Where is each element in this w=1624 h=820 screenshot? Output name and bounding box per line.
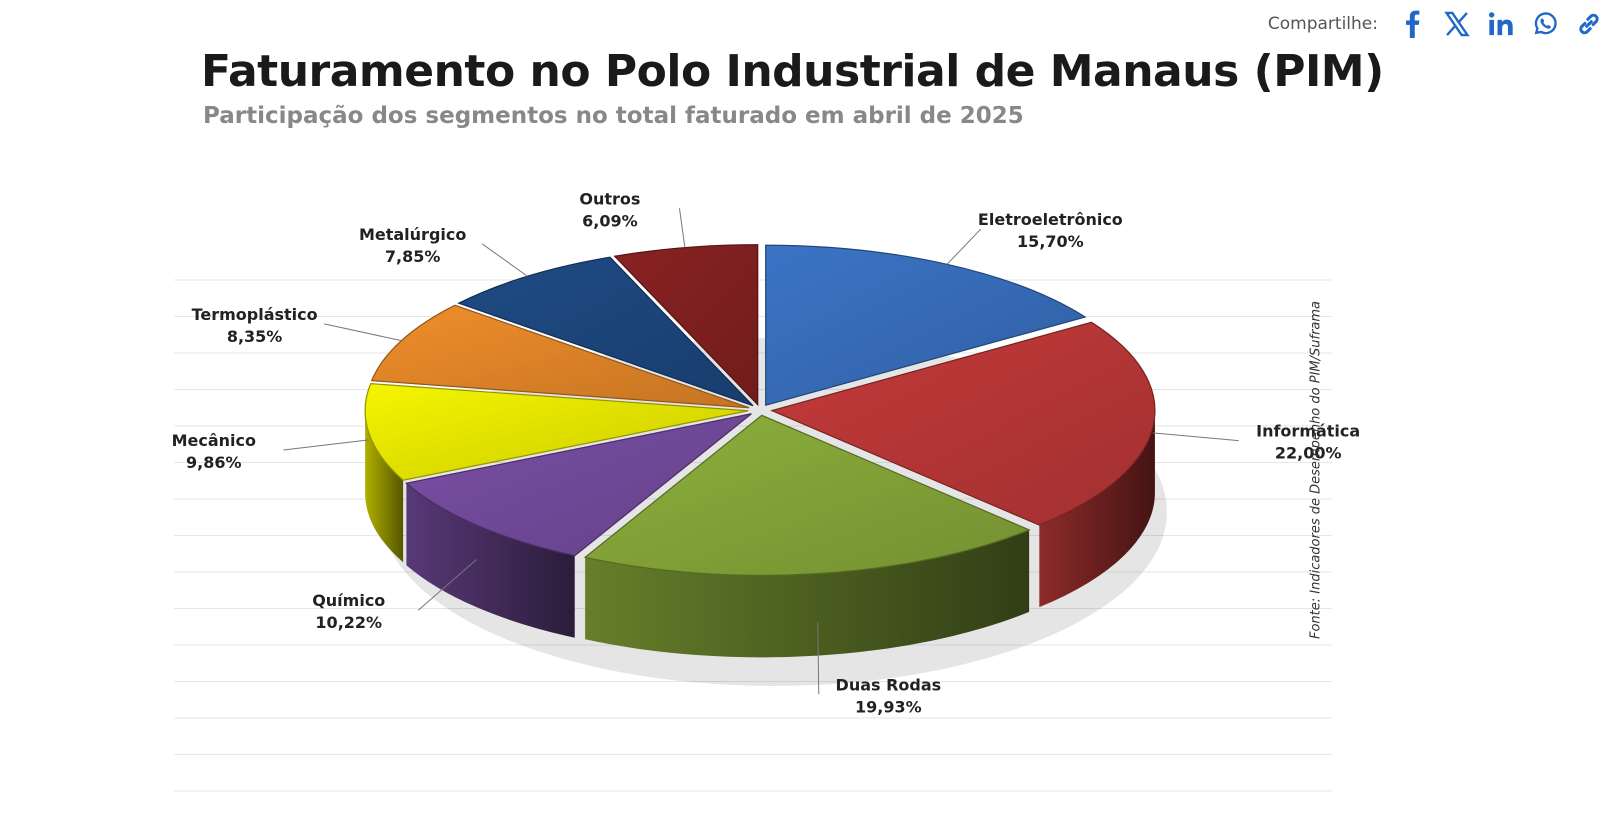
pie-slice-informatica[interactable] xyxy=(770,321,1156,526)
pie-slice-mecanico[interactable] xyxy=(364,383,749,481)
share-label: Compartilhe: xyxy=(1267,14,1378,34)
share-bar: Compartilhe: xyxy=(1268,6,1604,42)
slice-label-name: Eletroeletrônico xyxy=(978,210,1123,229)
pie-slice-quimico[interactable] xyxy=(405,413,752,557)
pie-slice-duas-rodas[interactable] xyxy=(583,414,1031,576)
slice-label-name: Informática xyxy=(1256,422,1360,441)
slice-label-value: 10,22% xyxy=(315,613,382,632)
slice-label-name: Metalúrgico xyxy=(359,225,466,244)
leader-line-quimico xyxy=(418,559,477,611)
slice-label-name: Mecânico xyxy=(172,431,256,450)
pie-side-mecanico xyxy=(365,410,404,563)
source-note: Fonte: Indicadores de Desempenho do PIM/… xyxy=(1308,300,1324,640)
leader-line-mecanico xyxy=(283,439,369,451)
slice-label-value: 19,93% xyxy=(855,697,922,716)
leader-line-termoplastico xyxy=(324,323,402,342)
chart-title: Faturamento no Polo Industrial de Manaus… xyxy=(201,46,1384,97)
facebook-icon[interactable] xyxy=(1398,9,1428,39)
leader-line-duas-rodas xyxy=(817,622,820,695)
x-icon[interactable] xyxy=(1442,9,1472,39)
slice-label-value: 8,35% xyxy=(227,327,283,346)
slice-labels: Eletroeletrônico 15,70% Informática 22,00% D… xyxy=(172,189,1361,716)
pie-slice-outros[interactable] xyxy=(613,244,759,407)
slice-label-name: Duas Rodas xyxy=(836,675,942,694)
leader-line-metalurgico xyxy=(481,243,528,277)
slice-label-value: 9,86% xyxy=(186,453,242,472)
slice-label-value: 22,00% xyxy=(1275,444,1342,463)
pie-slices xyxy=(364,244,1156,576)
leader-line-outros xyxy=(678,208,686,248)
pie-side-informatica xyxy=(1039,410,1155,608)
link-icon[interactable] xyxy=(1574,9,1604,39)
slice-label-value: 15,70% xyxy=(1017,232,1084,251)
leader-line-informatica xyxy=(1152,432,1239,442)
slice-label-name: Termoplástico xyxy=(192,305,318,324)
leader-line-eletroeletronico xyxy=(946,228,982,265)
whatsapp-icon[interactable] xyxy=(1530,9,1560,39)
pie-slice-termoplastico[interactable] xyxy=(370,304,750,409)
pie-side-quimico xyxy=(406,483,575,638)
linkedin-icon[interactable] xyxy=(1486,9,1516,39)
slice-label-value: 7,85% xyxy=(385,247,441,266)
slice-label-name: Outros xyxy=(579,189,640,208)
slice-label-name: Químico xyxy=(312,591,385,610)
slice-label-value: 6,09% xyxy=(582,211,638,230)
chart-subtitle: Participação dos segmentos no total fatu… xyxy=(203,103,1024,129)
pie-slice-eletroeletronico[interactable] xyxy=(765,244,1087,407)
